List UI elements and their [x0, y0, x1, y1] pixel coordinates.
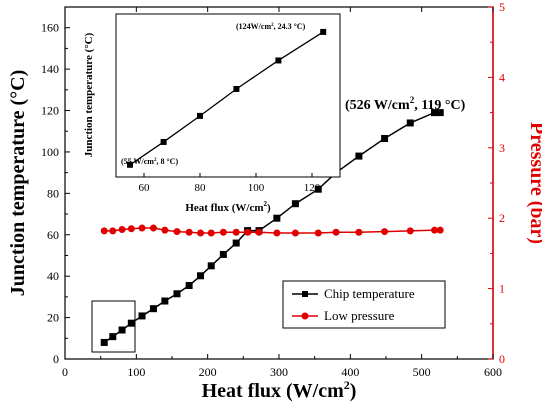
x-tick-label: 400	[341, 365, 359, 379]
pressure-point	[355, 229, 362, 236]
pressure-point	[256, 229, 263, 236]
pressure-point	[186, 229, 193, 236]
y2-tick-label: 3	[499, 141, 505, 155]
inset-temperature-point	[197, 113, 203, 119]
y2-tick-label: 1	[499, 282, 505, 296]
y-tick-label: 160	[41, 21, 59, 35]
temperature-point	[109, 333, 116, 340]
y-tick-label: 40	[47, 269, 59, 283]
x-tick-label: 0	[62, 365, 68, 379]
pressure-point	[220, 229, 227, 236]
x-tick-label: 100	[127, 365, 145, 379]
y2-tick-label: 2	[499, 211, 505, 225]
y2-tick-label: 4	[499, 70, 505, 84]
legend-marker-circle	[302, 313, 309, 320]
inset-temperature-point	[275, 57, 281, 63]
y-tick-label: 0	[53, 352, 59, 366]
temperature-point	[101, 339, 108, 346]
pressure-point	[150, 225, 157, 232]
inset-x-tick-label: 100	[248, 182, 265, 194]
temperature-point	[208, 262, 215, 269]
legend-label-temperature: Chip temperature	[324, 286, 415, 301]
pressure-point	[197, 229, 204, 236]
temperature-point	[220, 251, 227, 258]
pressure-point	[128, 225, 135, 232]
x-tick-label: 300	[270, 365, 288, 379]
temperature-point	[173, 290, 180, 297]
temperature-point	[381, 135, 388, 142]
legend: Chip temperature Low pressure	[283, 281, 445, 328]
y-tick-label: 120	[41, 104, 59, 118]
x-tick-label: 600	[484, 365, 502, 379]
temperature-point	[161, 298, 168, 305]
temperature-point	[128, 320, 135, 327]
pressure-point	[109, 227, 116, 234]
inset-temperature-point	[161, 139, 167, 145]
y2-axis-title: Pressure (bar)	[526, 122, 542, 244]
legend-marker-square	[302, 291, 308, 297]
pressure-point	[139, 225, 146, 232]
inset-x-tick-label: 120	[304, 182, 321, 194]
y2-axis-ticks: 0 1 2 3 4 5	[488, 0, 505, 366]
inset-x-tick-label: 60	[139, 182, 151, 194]
pressure-point	[233, 229, 240, 236]
temperature-point	[150, 305, 157, 312]
series-low-pressure	[101, 225, 444, 237]
pressure-point	[333, 229, 340, 236]
pressure-point	[161, 227, 168, 234]
x-tick-label: 200	[199, 365, 217, 379]
pressure-point	[273, 229, 280, 236]
pressure-point	[244, 229, 251, 236]
y-tick-label: 20	[47, 311, 59, 325]
temperature-point	[292, 200, 299, 207]
y-tick-label: 60	[47, 228, 59, 242]
inset-x-tick-label: 80	[195, 182, 207, 194]
temperature-point	[119, 327, 126, 334]
temperature-point	[186, 282, 193, 289]
y-tick-label: 100	[41, 145, 59, 159]
max-point-annotation: (526 W/cm2, 119 °C)	[345, 95, 466, 113]
pressure-point	[437, 227, 444, 234]
pressure-point	[101, 227, 108, 234]
y2-tick-label: 5	[499, 0, 505, 14]
pressure-point	[292, 229, 299, 236]
y-axis-title: Junction temperature (°C)	[7, 70, 29, 296]
temperature-point	[197, 272, 204, 279]
temperature-point	[273, 215, 280, 222]
inset-temperature-point	[320, 29, 326, 35]
temperature-point	[139, 312, 146, 319]
inset-temperature-point	[233, 86, 239, 92]
y-tick-label: 80	[47, 186, 59, 200]
temperature-point	[355, 153, 362, 160]
pressure-point	[208, 229, 215, 236]
legend-label-pressure: Low pressure	[324, 308, 395, 323]
y-tick-label: 140	[41, 62, 59, 76]
inset-annotation-bottom: (55 W/cm2, 8 °C)	[121, 157, 178, 166]
pressure-point	[173, 228, 180, 235]
pressure-point	[407, 227, 414, 234]
pressure-point	[381, 228, 388, 235]
pressure-point	[315, 229, 322, 236]
temperature-point	[407, 119, 414, 126]
inset-chart: 60 80 100 120 Heat flux (W/cm2) Junction te…	[83, 14, 340, 214]
inset-y-axis-title: Junction temperature (°C)	[83, 32, 95, 157]
y2-tick-label: 0	[499, 352, 505, 366]
x-axis-title: Heat flux (W/cm2)	[202, 378, 357, 402]
temperature-point	[233, 240, 240, 247]
inset-x-axis-title: Heat flux (W/cm2)	[185, 200, 271, 214]
inset-annotation-top: (124W/cm2, 24.3 °C)	[236, 22, 306, 31]
x-tick-label: 500	[413, 365, 431, 379]
y-axis-ticks: 0 20 40 60 80 100 120 140 160	[41, 21, 70, 366]
pressure-point	[119, 226, 126, 233]
